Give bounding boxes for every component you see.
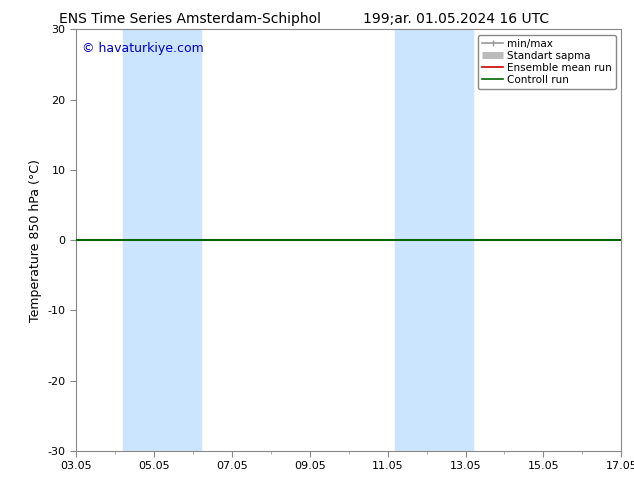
Text: ENS Time Series Amsterdam-Schiphol: ENS Time Series Amsterdam-Schiphol: [59, 12, 321, 26]
Y-axis label: Temperature 850 hPa (°C): Temperature 850 hPa (°C): [29, 159, 42, 321]
Bar: [123, 29, 201, 451]
Legend: min/max, Standart sapma, Ensemble mean run, Controll run: min/max, Standart sapma, Ensemble mean r…: [478, 35, 616, 89]
Text: © havaturkiye.com: © havaturkiye.com: [82, 42, 204, 55]
Text: 199;ar. 01.05.2024 16 UTC: 199;ar. 01.05.2024 16 UTC: [363, 12, 550, 26]
Bar: [396, 29, 474, 451]
